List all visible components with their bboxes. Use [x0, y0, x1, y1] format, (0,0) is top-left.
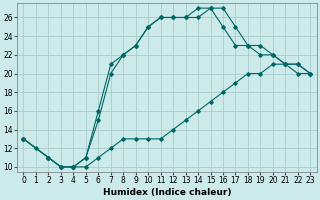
X-axis label: Humidex (Indice chaleur): Humidex (Indice chaleur) — [103, 188, 231, 197]
